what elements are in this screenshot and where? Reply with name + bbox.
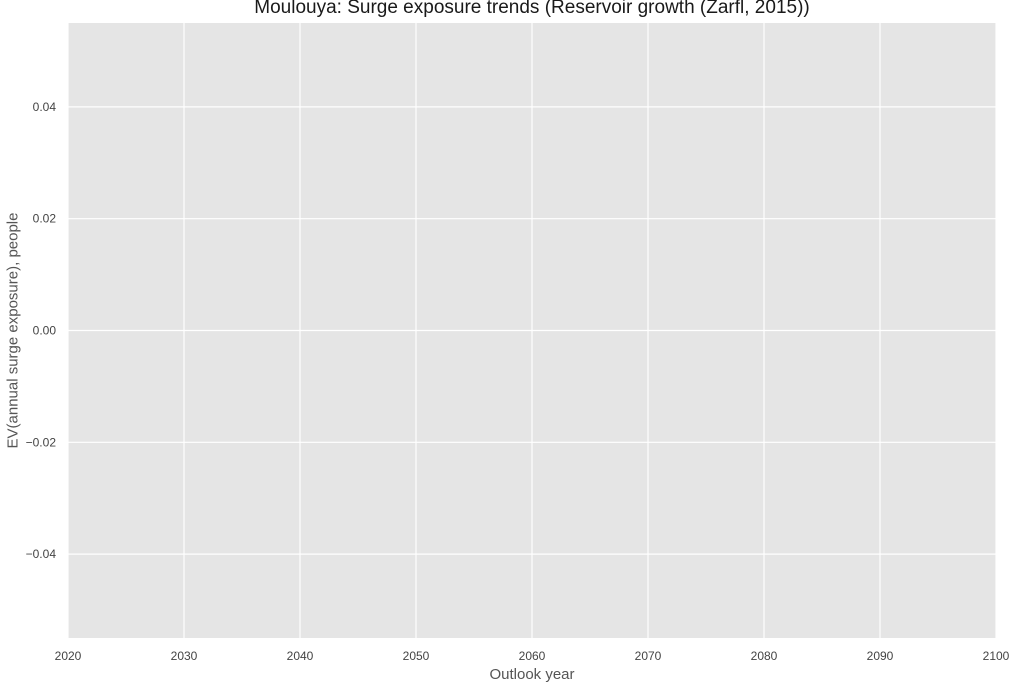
x-tick-label: 2050 — [403, 649, 430, 663]
y-tick-label: 0.02 — [33, 212, 57, 226]
x-tick-label: 2100 — [983, 649, 1010, 663]
x-tick-label: 2030 — [171, 649, 198, 663]
y-tick-label: −0.04 — [26, 547, 57, 561]
chart-title: Moulouya: Surge exposure trends (Reservo… — [254, 0, 810, 18]
x-tick-labels: 2020 2030 2040 2050 2060 2070 2080 2090 2100 — [55, 649, 1010, 663]
y-tick-labels: −0.04 −0.02 0.00 0.02 0.04 — [26, 100, 57, 561]
x-tick-label: 2060 — [519, 649, 546, 663]
x-axis-label: Outlook year — [489, 666, 574, 683]
y-tick-label: −0.02 — [26, 435, 57, 449]
x-tick-label: 2070 — [635, 649, 662, 663]
x-tick-label: 2020 — [55, 649, 82, 663]
y-tick-label: 0.00 — [33, 324, 57, 338]
x-tick-label: 2090 — [867, 649, 894, 663]
x-tick-label: 2080 — [751, 649, 778, 663]
y-tick-label: 0.04 — [33, 100, 57, 114]
x-tick-label: 2040 — [287, 649, 314, 663]
y-axis-label: EV(annual surge exposure), people — [4, 213, 21, 449]
y-gridlines — [68, 106, 996, 555]
